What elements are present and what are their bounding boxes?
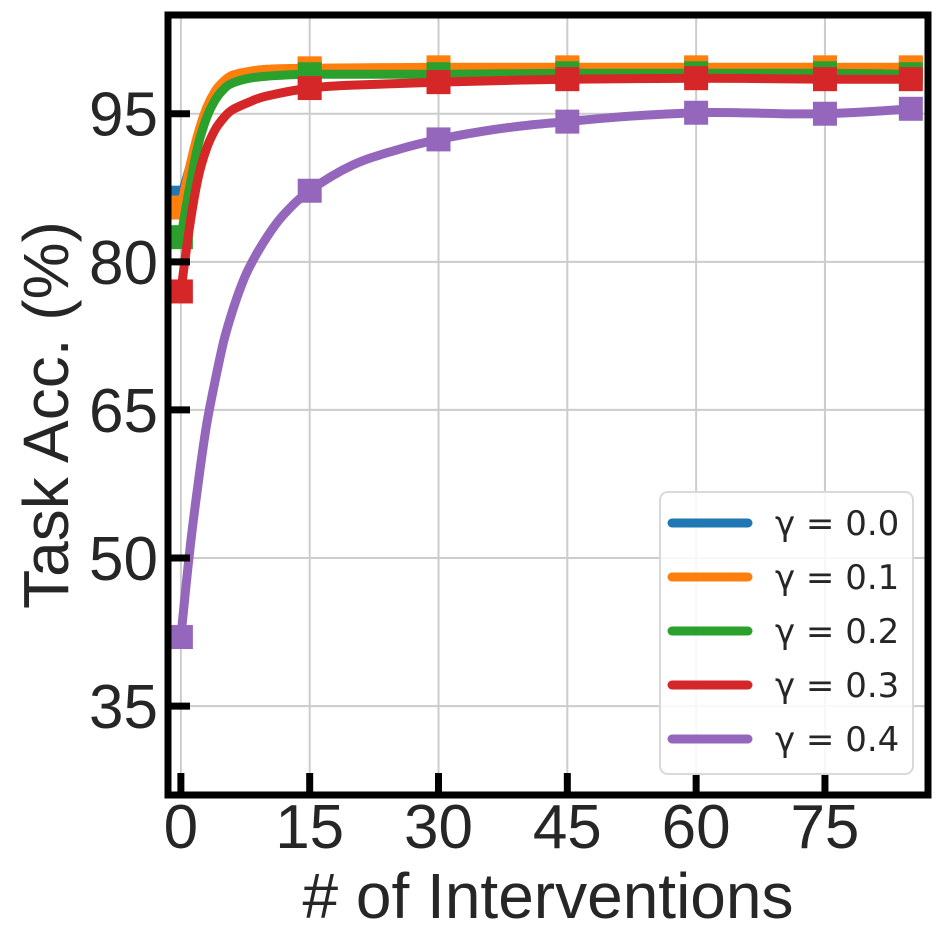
legend-label: γ = 0.4 — [775, 720, 899, 760]
series-marker — [684, 100, 709, 125]
series-marker — [297, 178, 322, 203]
x-tick-label: 30 — [404, 793, 473, 862]
series-marker — [168, 279, 193, 304]
y-tick-label: 95 — [89, 81, 158, 150]
legend-label: γ = 0.0 — [775, 504, 899, 544]
x-tick-label: 15 — [275, 793, 344, 862]
y-tick-label: 65 — [89, 377, 158, 446]
series-marker — [812, 67, 837, 92]
x-axis-label: # of Interventions — [303, 860, 794, 932]
x-tick-label: 75 — [790, 793, 859, 862]
x-tick-label: 45 — [533, 793, 602, 862]
y-axis-label: Task Acc. (%) — [10, 221, 82, 609]
series-marker — [898, 67, 923, 92]
series-marker — [898, 96, 923, 121]
series-marker — [684, 66, 709, 91]
y-tick-label: 35 — [89, 673, 158, 742]
series-marker — [297, 76, 322, 101]
series-marker — [426, 70, 451, 95]
series-marker — [555, 109, 580, 134]
legend-label: γ = 0.2 — [775, 612, 899, 652]
series-line — [176, 104, 916, 642]
series-layer — [168, 55, 923, 650]
series-marker — [555, 67, 580, 92]
plot-frame — [164, 11, 932, 799]
series-3 — [168, 66, 923, 304]
ticks: 0 15 30 45 60 75 35 50 65 80 95 — [89, 81, 859, 862]
series-4 — [168, 96, 923, 650]
legend: γ = 0.0 γ = 0.1 γ = 0.2 γ = 0.3 γ = 0.4 — [659, 491, 914, 775]
y-tick-label: 50 — [89, 525, 158, 594]
legend-label: γ = 0.1 — [775, 558, 899, 598]
legend-label: γ = 0.3 — [775, 666, 899, 706]
series-marker — [426, 127, 451, 152]
x-tick-label: 60 — [662, 793, 731, 862]
series-marker — [812, 101, 837, 126]
x-tick-label: 0 — [164, 793, 198, 862]
legend-box — [659, 491, 914, 775]
y-tick-label: 80 — [89, 229, 158, 298]
series-marker — [168, 625, 193, 650]
